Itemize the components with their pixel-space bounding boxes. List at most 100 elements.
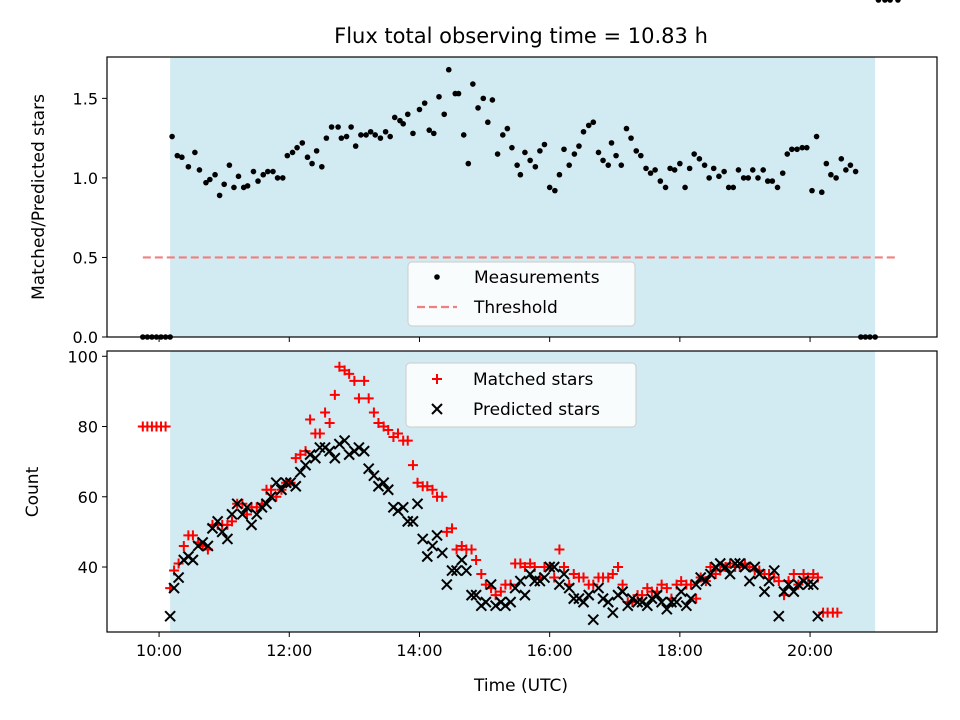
measurement-point <box>638 152 644 159</box>
y-tick-label: 0.0 <box>73 328 98 347</box>
measurement-point <box>682 184 688 191</box>
predicted-star-marker <box>734 557 746 570</box>
predicted-star-marker <box>446 564 458 577</box>
measurement-point <box>335 124 341 130</box>
matched-star-marker <box>490 590 501 601</box>
top-ylabel: Matched/Predicted stars <box>29 94 49 300</box>
matched-star-marker <box>441 526 452 537</box>
legend-predicted-label: Predicted stars <box>473 400 600 420</box>
measurement-point <box>895 0 901 3</box>
measurement-point <box>828 171 834 178</box>
measurement-point <box>372 132 379 138</box>
y-tick-label: 0.5 <box>73 248 98 267</box>
predicted-star-marker <box>622 599 634 612</box>
predicted-star-marker <box>284 477 297 489</box>
matched-star-marker <box>691 593 702 604</box>
predicted-star-marker <box>636 596 648 608</box>
measurement-point <box>580 128 587 135</box>
predicted-star-marker <box>411 498 424 510</box>
matched-star-marker <box>314 428 325 439</box>
measurement-point <box>662 184 669 191</box>
predicted-star-marker <box>704 568 717 580</box>
predicted-star-marker <box>216 526 228 538</box>
legend-matched-marker <box>432 374 442 384</box>
measurement-point <box>348 124 354 130</box>
predicted-star-marker <box>168 582 180 594</box>
measurement-point <box>755 175 761 181</box>
predicted-star-marker <box>607 606 619 619</box>
matched-star-marker <box>373 418 384 429</box>
predicted-star-marker <box>392 505 404 517</box>
legend-predicted-marker <box>431 403 443 415</box>
predicted-star-marker <box>719 561 732 573</box>
predicted-star-marker <box>631 596 644 608</box>
matched-star-marker <box>392 428 403 439</box>
measurement-point <box>769 178 776 184</box>
measurement-point <box>485 119 491 126</box>
predicted-star-marker <box>417 533 429 545</box>
measurement-point <box>260 171 267 178</box>
measurement-point <box>789 146 795 153</box>
matched-star-marker <box>344 368 355 379</box>
measurement-point <box>465 160 472 167</box>
y-tick-label: 1.0 <box>73 169 98 188</box>
predicted-star-marker <box>583 589 595 601</box>
measurement-point <box>696 156 703 162</box>
predicted-star-marker <box>187 554 199 566</box>
measurement-point <box>585 122 592 129</box>
matched-star-marker <box>661 583 672 594</box>
measurement-point <box>284 152 291 159</box>
predicted-star-marker <box>489 599 502 612</box>
matched-star-marker <box>558 562 569 573</box>
predicted-star-marker <box>485 578 497 591</box>
matched-star-marker <box>617 579 628 590</box>
y-tick-label: 1.5 <box>73 89 98 108</box>
measurement-point <box>445 66 452 73</box>
predicted-star-marker <box>763 575 775 587</box>
predicted-star-marker <box>377 477 390 489</box>
measurement-point <box>745 175 752 181</box>
matched-star-marker <box>329 389 340 400</box>
predicted-star-marker <box>563 582 575 594</box>
predicted-star-marker <box>739 561 751 573</box>
predicted-star-marker <box>641 599 654 612</box>
predicted-star-marker <box>241 501 253 514</box>
measurement-point <box>633 148 640 154</box>
x-tick-label: 16:00 <box>527 641 573 660</box>
predicted-star-marker <box>426 540 439 552</box>
measurement-point <box>818 189 825 196</box>
predicted-star-marker <box>196 536 209 549</box>
measurement-point <box>628 135 634 141</box>
predicted-star-marker <box>441 578 453 591</box>
measurement-point <box>299 140 306 146</box>
predicted-star-marker <box>164 610 176 622</box>
measurement-point <box>556 171 563 178</box>
count-panel: 40 60 80 100 10:00 12:00 14:00 16:00 18:00 20:00 M… <box>67 347 938 660</box>
predicted-star-marker <box>456 554 468 566</box>
matched-star-marker <box>568 569 579 580</box>
measurement-point <box>537 148 543 154</box>
measurement-point <box>882 0 888 3</box>
predicted-star-marker <box>670 596 683 608</box>
predicted-star-marker <box>807 578 820 591</box>
measurement-point <box>416 106 423 113</box>
predicted-star-marker <box>353 441 365 454</box>
measurement-point <box>671 167 678 173</box>
measurement-point <box>174 152 181 159</box>
measurement-point <box>250 168 257 175</box>
measurement-point <box>436 93 442 100</box>
measurement-point <box>270 168 276 175</box>
measurement-point <box>517 171 524 178</box>
predicted-star-marker <box>343 448 355 461</box>
measurement-point <box>255 178 261 184</box>
measurement-point <box>328 124 335 130</box>
predicted-star-marker <box>724 568 736 580</box>
predicted-star-marker <box>294 466 307 478</box>
measurement-point <box>541 141 548 148</box>
matched-star-marker <box>656 579 667 590</box>
measurement-point <box>323 135 330 141</box>
x-axis-label: Time (UTC) <box>473 676 568 696</box>
matched-star-marker <box>554 544 565 555</box>
matched-star-marker <box>359 375 370 386</box>
